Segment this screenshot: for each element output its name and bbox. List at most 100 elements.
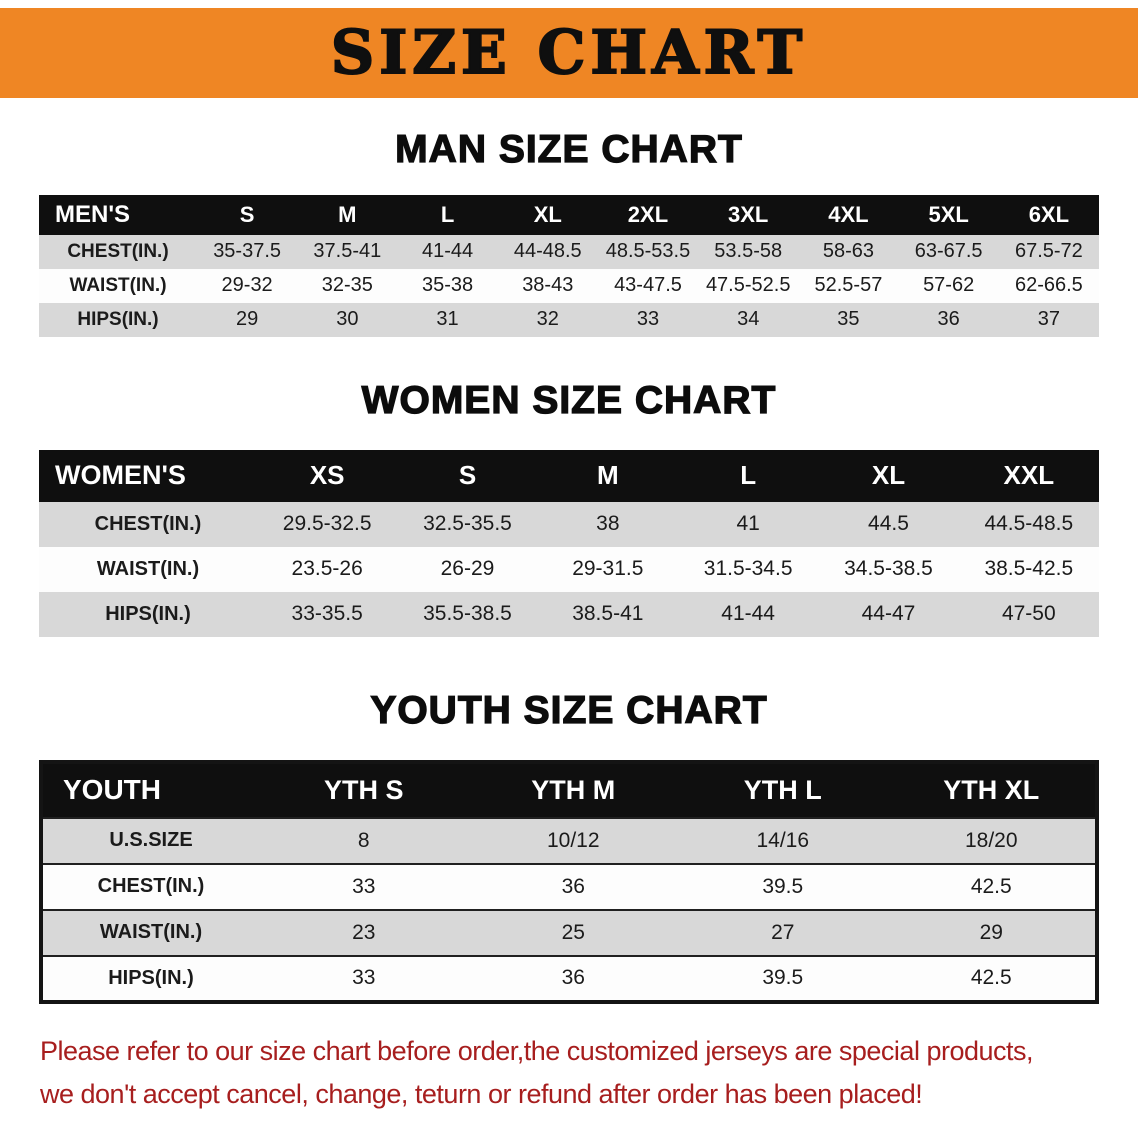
value-cell: 29: [979, 920, 1003, 944]
size-chart-page: SIZE CHART MAN SIZE CHART MEN'S S M L XL 2XL 3…: [0, 8, 1138, 1117]
value-cell: 53.5-58: [714, 240, 783, 263]
man-size-chart-section: MAN SIZE CHART MEN'S S M L XL 2XL 3XL 4XL 5XL 6XL…: [0, 127, 1138, 337]
value-cell: 48.5-53.5: [605, 240, 691, 263]
value-cell: 63-67.5: [914, 240, 983, 263]
size-header-cell: L: [397, 194, 498, 235]
size-header-cell: XS: [257, 449, 398, 502]
table-row: WAIST(IN.) 23.5-26 26-29 29-31.5 31.5-34.5 34…: [39, 546, 1099, 592]
value-cell: 38.5-42.5: [984, 557, 1074, 581]
value-cell: 30: [336, 308, 359, 331]
youth-size-chart-heading: YOUTH SIZE CHART: [370, 688, 768, 732]
size-header-cell: YTH XL: [887, 761, 1097, 818]
value-cell: 41-44: [721, 602, 775, 626]
value-cell: 38.5-41: [572, 602, 644, 626]
table-title-cell: MEN'S: [39, 194, 197, 235]
value-cell: 8: [357, 828, 370, 852]
size-header-cell: 6XL: [998, 194, 1099, 235]
value-cell: 67.5-72: [1014, 240, 1083, 263]
row-label: WAIST(IN.): [99, 921, 203, 944]
value-cell: 18/20: [964, 828, 1018, 852]
table-row: CHEST(IN.) 29.5-32.5 32.5-35.5 38 41 44.5 44.5…: [39, 501, 1099, 547]
size-header-cell: M: [297, 194, 398, 235]
value-cell: 34.5-38.5: [844, 557, 933, 581]
row-label: CHEST(IN.): [94, 512, 202, 535]
table-row: CHEST(IN.) 35-37.5 37.5-41 41-44 44-48.5 48.5…: [39, 234, 1099, 269]
value-cell: 32.5-35.5: [423, 512, 512, 536]
page-title: SIZE CHART: [330, 18, 808, 88]
value-cell: 27: [771, 920, 795, 944]
value-cell: 23: [352, 920, 376, 944]
row-label: HIPS(IN.): [108, 966, 194, 989]
value-cell: 44.5-48.5: [984, 512, 1074, 536]
size-chart-banner: SIZE CHART: [0, 8, 1138, 98]
value-cell: 29-32: [221, 274, 273, 297]
value-cell: 58-63: [822, 240, 874, 263]
value-cell: 39.5: [762, 966, 804, 990]
value-cell: 35: [837, 308, 860, 331]
size-header-cell: YTH L: [678, 761, 888, 818]
row-label: U.S.SIZE: [109, 829, 193, 852]
row-label: HIPS(IN.): [77, 308, 159, 330]
value-cell: 23.5-26: [291, 557, 363, 581]
table-header-row: YOUTH YTH S YTH M YTH L YTH XL: [41, 761, 1097, 818]
youth-size-table: YOUTH YTH S YTH M YTH L YTH XL U.S.SIZE 8 10/12…: [39, 759, 1099, 1004]
size-header-cell: M: [537, 449, 678, 502]
value-cell: 36: [937, 308, 960, 331]
value-cell: 38-43: [522, 274, 574, 297]
disclaimer-line-1: Please refer to our size chart before or…: [40, 1035, 1034, 1066]
value-cell: 29: [235, 308, 259, 331]
value-cell: 34: [737, 308, 760, 331]
value-cell: 29.5-32.5: [282, 512, 372, 536]
value-cell: 26-29: [440, 557, 495, 581]
value-cell: 44-48.5: [513, 240, 582, 263]
value-cell: 32: [536, 308, 559, 331]
row-label: HIPS(IN.): [105, 602, 191, 625]
row-label: WAIST(IN.): [96, 557, 200, 580]
table-header-row: MEN'S S M L XL 2XL 3XL 4XL 5XL 6XL: [39, 194, 1099, 235]
value-cell: 42.5: [970, 966, 1012, 990]
table-title-cell: WOMEN'S: [39, 449, 257, 502]
size-header-cell: L: [677, 449, 819, 502]
value-cell: 37: [1037, 308, 1060, 331]
value-cell: 47-50: [1001, 602, 1056, 626]
women-size-table: WOMEN'S XS S M L XL XXL CHEST(IN.) 29.5-32.5 32.5…: [39, 449, 1099, 637]
men-size-table: MEN'S S M L XL 2XL 3XL 4XL 5XL 6XL CHEST(IN.) 35-37…: [39, 194, 1099, 337]
table-header-row: WOMEN'S XS S M L XL XXL: [39, 449, 1099, 502]
youth-size-chart-section: YOUTH SIZE CHART YOUTH YTH S YTH M YTH L YTH…: [0, 688, 1138, 1004]
disclaimer: Please refer to our size chart before or…: [40, 1030, 1138, 1117]
value-cell: 36: [561, 966, 585, 990]
row-label: CHEST(IN.): [97, 875, 205, 898]
row-label: WAIST(IN.): [69, 274, 167, 296]
value-cell: 41: [736, 512, 760, 536]
women-size-chart-heading: WOMEN SIZE CHART: [361, 378, 777, 422]
value-cell: 33-35.5: [291, 602, 363, 626]
value-cell: 39.5: [762, 874, 804, 898]
value-cell: 10/12: [546, 828, 600, 852]
value-cell: 31.5-34.5: [703, 557, 793, 581]
size-header-cell: YTH S: [259, 761, 469, 818]
value-cell: 35-38: [421, 274, 474, 297]
value-cell: 35.5-38.5: [423, 602, 512, 626]
table-row: U.S.SIZE 8 10/12 14/16 18/20: [41, 817, 1097, 864]
value-cell: 62-66.5: [1014, 274, 1083, 297]
women-size-chart-section: WOMEN SIZE CHART WOMEN'S XS S M L XL XXL CHEST(…: [0, 378, 1138, 637]
value-cell: 43-47.5: [614, 274, 682, 297]
value-cell: 57-62: [923, 274, 975, 297]
value-cell: 36: [561, 874, 585, 898]
value-cell: 14/16: [756, 828, 810, 852]
value-cell: 42.5: [970, 874, 1012, 898]
size-header-cell: S: [197, 194, 298, 235]
value-cell: 41-44: [421, 240, 474, 263]
value-cell: 37.5-41: [313, 240, 382, 263]
table-row: WAIST(IN.) 29-32 32-35 35-38 38-43 43-47.5 47.…: [39, 268, 1099, 303]
size-header-cell: YTH M: [468, 761, 678, 818]
table-row: HIPS(IN.) 33-35.5 35.5-38.5 38.5-41 41-44 44-…: [39, 591, 1099, 637]
value-cell: 38: [596, 512, 620, 536]
man-size-chart-heading: MAN SIZE CHART: [395, 127, 743, 171]
size-header-cell: 3XL: [698, 194, 799, 235]
value-cell: 33: [352, 874, 376, 898]
size-header-cell: XXL: [958, 449, 1099, 502]
value-cell: 47.5-52.5: [705, 274, 791, 297]
value-cell: 33: [352, 966, 376, 990]
table-row: CHEST(IN.) 33 36 39.5 42.5: [41, 863, 1097, 910]
